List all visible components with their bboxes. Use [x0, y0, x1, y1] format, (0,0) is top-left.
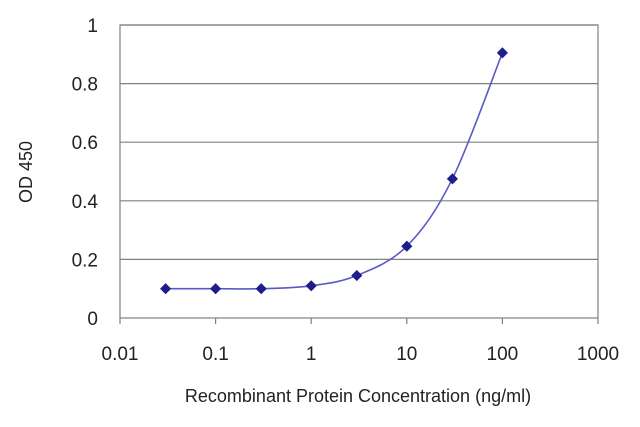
x-axis-ticks: 0.01 0.1 1 10 100 1000	[102, 318, 619, 365]
data-point	[160, 283, 172, 295]
data-point	[496, 47, 508, 59]
plot-frame	[119, 24, 599, 319]
y-axis-ticks: 0 0.2 0.4 0.6 0.8 1	[72, 16, 99, 330]
data-point	[351, 269, 363, 282]
x-tick-label: 1000	[577, 344, 619, 365]
x-tick-label: 0.1	[202, 344, 228, 365]
data-points	[160, 47, 508, 295]
x-tick-label: 10	[396, 344, 417, 365]
y-tick-label: 0	[87, 309, 98, 330]
x-tick-label: 100	[487, 344, 519, 365]
x-tick-label: 1	[306, 344, 317, 365]
y-tick-label: 0.4	[72, 192, 99, 213]
data-point	[305, 280, 317, 292]
data-point	[255, 283, 267, 295]
data-point	[446, 173, 458, 185]
y-tick-label: 1	[87, 16, 98, 37]
y-tick-label: 0.6	[72, 133, 98, 154]
y-axis-title: OD 450	[16, 141, 36, 203]
x-axis-title: Recombinant Protein Concentration (ng/ml…	[185, 386, 531, 406]
y-tick-label: 0.2	[72, 250, 98, 271]
data-point	[210, 283, 222, 295]
y-tick-label: 0.8	[72, 75, 98, 96]
x-tick-label: 0.01	[102, 344, 139, 365]
data-point	[401, 240, 413, 252]
